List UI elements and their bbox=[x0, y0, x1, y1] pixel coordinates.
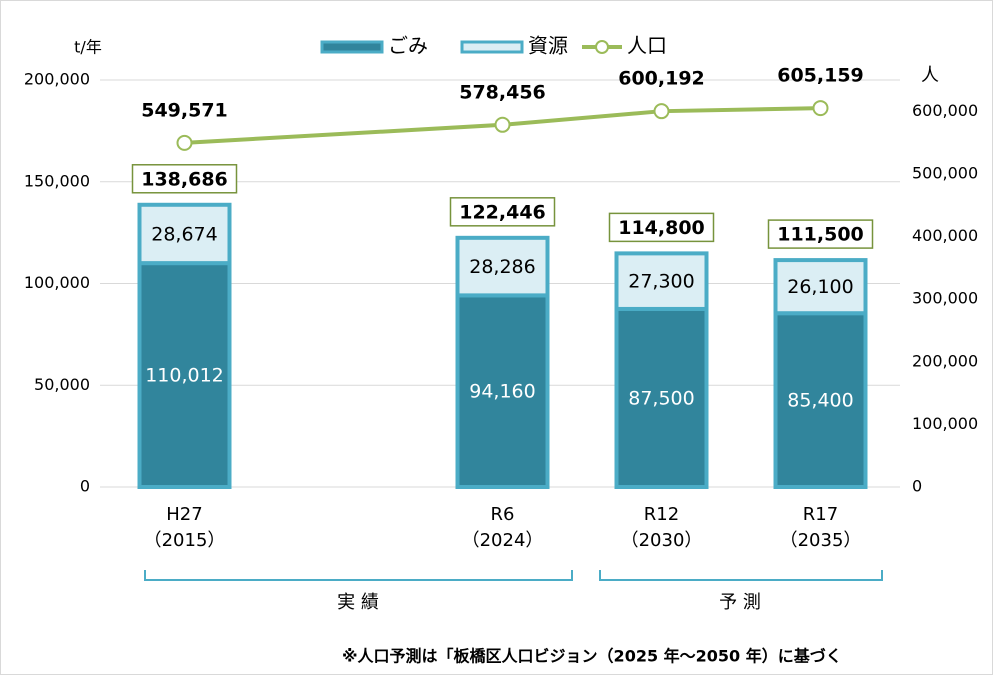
data-label: 87,500 bbox=[628, 387, 694, 409]
bar-segment bbox=[614, 306, 709, 489]
bar-segment bbox=[614, 251, 709, 311]
legend-label: 資源 bbox=[528, 34, 568, 58]
total-label: 122,446 bbox=[459, 201, 546, 223]
y2-tick-label: 200,000 bbox=[912, 351, 978, 370]
x-tick-label: （2024） bbox=[462, 530, 544, 551]
bar-segment bbox=[773, 258, 868, 316]
legend-swatch bbox=[320, 40, 384, 54]
legend-swatch bbox=[595, 40, 609, 54]
data-label: 578,456 bbox=[459, 81, 546, 103]
y2-tick-label: 100,000 bbox=[912, 414, 978, 433]
total-box bbox=[449, 197, 556, 227]
line-segment bbox=[661, 106, 821, 114]
legend-label: 人口 bbox=[627, 34, 667, 58]
data-label: 85,400 bbox=[787, 390, 853, 412]
footnote: ※人口予測は「板橋区人口ビジョン（2025 年〜2050 年）に基づく bbox=[342, 647, 842, 666]
data-label: 94,160 bbox=[469, 381, 535, 403]
line-segment bbox=[502, 109, 662, 127]
bar-segment bbox=[137, 261, 232, 489]
data-label: 110,012 bbox=[145, 365, 224, 387]
x-tick-label: （2030） bbox=[621, 530, 703, 551]
line-marker bbox=[653, 103, 670, 120]
legend-label: ごみ bbox=[388, 34, 428, 58]
bar-segment bbox=[773, 311, 868, 489]
y-tick-label: 200,000 bbox=[24, 70, 90, 89]
line-marker bbox=[494, 116, 511, 133]
y2-unit: 人 bbox=[921, 65, 939, 86]
line-segment bbox=[184, 122, 503, 145]
total-box bbox=[608, 212, 715, 243]
x-tick-label: R12 bbox=[644, 504, 679, 525]
y2-tick-label: 300,000 bbox=[912, 289, 978, 308]
y-tick-label: 100,000 bbox=[24, 273, 90, 292]
y2-tick-label: 500,000 bbox=[912, 163, 978, 182]
data-label: 27,300 bbox=[628, 271, 694, 293]
data-label: 549,571 bbox=[141, 99, 228, 121]
group-bracket bbox=[599, 570, 883, 581]
bar-segment bbox=[455, 235, 550, 298]
group-label: 予 測 bbox=[719, 592, 761, 613]
data-label: 28,286 bbox=[469, 256, 535, 278]
total-label: 114,800 bbox=[618, 217, 705, 239]
total-box bbox=[767, 219, 874, 249]
x-tick-label: H27 bbox=[166, 504, 202, 525]
y2-tick-label: 0 bbox=[912, 477, 922, 496]
x-tick-label: R17 bbox=[803, 504, 838, 525]
data-label: 600,192 bbox=[618, 68, 705, 90]
x-tick-label: R6 bbox=[491, 504, 515, 525]
legend-swatch bbox=[460, 40, 524, 54]
group-label: 実 績 bbox=[337, 592, 379, 613]
total-box bbox=[131, 164, 238, 194]
total-label: 138,686 bbox=[141, 168, 228, 190]
line-marker bbox=[176, 134, 193, 151]
y-unit: t/年 bbox=[74, 38, 102, 57]
data-label: 28,674 bbox=[151, 223, 217, 245]
total-label: 111,500 bbox=[777, 224, 864, 246]
x-tick-label: （2015） bbox=[144, 530, 226, 551]
bar-segment bbox=[455, 293, 550, 489]
bar-segment bbox=[137, 202, 232, 266]
y2-tick-label: 400,000 bbox=[912, 226, 978, 245]
line-marker bbox=[812, 100, 829, 117]
y-tick-label: 0 bbox=[80, 477, 90, 496]
data-label: 26,100 bbox=[787, 276, 853, 298]
y-tick-label: 150,000 bbox=[24, 171, 90, 190]
group-bracket bbox=[144, 570, 573, 581]
y-tick-label: 50,000 bbox=[34, 375, 90, 394]
y2-tick-label: 600,000 bbox=[912, 101, 978, 120]
data-label: 605,159 bbox=[777, 65, 864, 87]
x-tick-label: （2035） bbox=[780, 530, 862, 551]
